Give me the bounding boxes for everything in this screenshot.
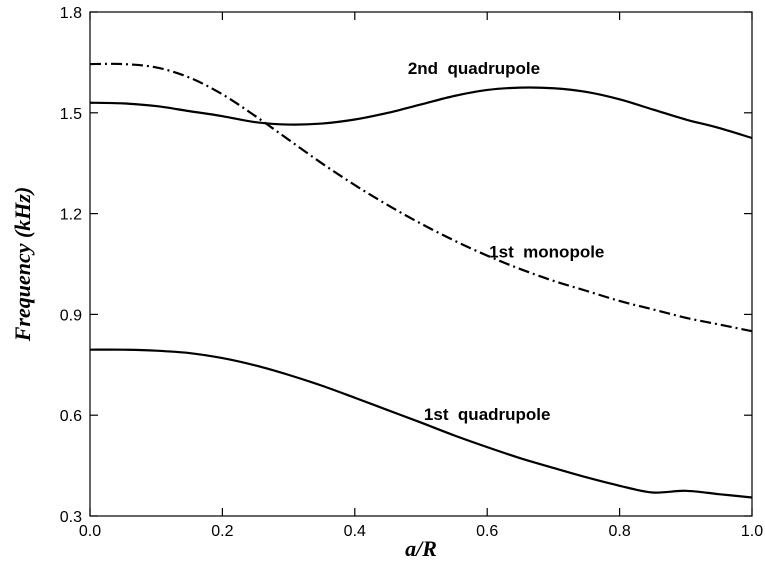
y-tick-label: 0.6 [60,408,82,425]
plot-frame [89,11,753,517]
y-tick-label: 1.8 [60,5,82,22]
y-tick-label: 1.5 [60,106,82,123]
x-axis-title: a/R [405,536,437,561]
series-annotation: 1st quadrupole [424,405,551,424]
series-line-2 [89,62,753,333]
x-tick-label: 0.0 [79,523,101,540]
x-tick-label: 0.2 [211,523,233,540]
y-tick-label: 0.3 [60,509,82,526]
series-lines [89,62,753,499]
series-annotations: 2nd quadrupole 1st monopole 1st quadrupole [408,59,605,424]
y-tick-label: 1.2 [60,207,82,224]
axis-tick-labels: 0.0 0.2 0.4 0.6 0.8 1.0 0.3 0.6 0.9 1.2 1.5 1.8 [60,5,763,540]
x-tick-label: 0.4 [344,523,366,540]
series-line-1 [89,86,753,140]
series-annotation: 1st monopole [489,242,604,261]
x-tick-label: 0.6 [476,523,498,540]
series-annotation: 2nd quadrupole [408,59,540,78]
y-axis-title: Frequency (kHz) [10,187,35,343]
x-tick-label: 1.0 [741,523,763,540]
series-line-3 [89,348,753,499]
x-tick-label: 0.8 [608,523,630,540]
axis-ticks [89,11,753,517]
y-tick-label: 0.9 [60,307,82,324]
